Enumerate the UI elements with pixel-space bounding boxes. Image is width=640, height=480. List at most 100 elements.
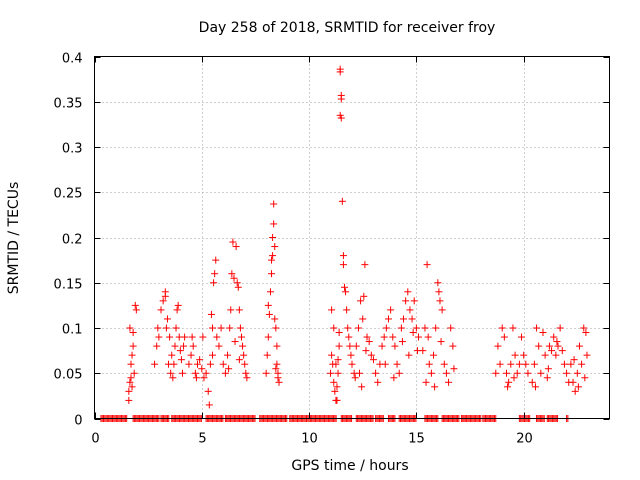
data-point [335, 329, 343, 337]
data-point [196, 356, 204, 364]
data-point [548, 347, 556, 355]
data-point [269, 252, 277, 260]
data-point [178, 369, 186, 377]
data-point [402, 297, 410, 305]
data-point [264, 333, 272, 341]
ticks-layer: 0 0.05 0.1 0.15 0.2 0.25 0.3 0.35 0.4 0 5 10 15 20 [54, 52, 610, 447]
data-point [541, 351, 549, 359]
data-point [273, 342, 281, 350]
data-point [569, 378, 577, 386]
data-point [194, 360, 201, 368]
data-point [275, 378, 283, 386]
data-point [225, 365, 233, 373]
data-point [431, 383, 439, 391]
data-point [346, 342, 354, 350]
data-point [228, 270, 236, 278]
data-point [570, 356, 578, 364]
data-point [266, 288, 274, 296]
data-point [169, 374, 177, 382]
data-point [513, 369, 521, 377]
data-point [393, 360, 401, 368]
data-point [192, 374, 200, 382]
data-point [154, 324, 162, 332]
data-point [380, 333, 388, 341]
data-point [242, 369, 250, 377]
data-point [440, 360, 448, 368]
data-point [408, 315, 416, 323]
y-tick-label: 0.05 [54, 368, 83, 383]
data-point [563, 369, 571, 377]
data-point [200, 374, 208, 382]
data-point [173, 306, 181, 314]
data-point [531, 383, 539, 391]
data-point [159, 297, 167, 305]
data-point [378, 342, 386, 350]
data-point [270, 200, 278, 208]
data-point [582, 329, 590, 337]
data-point [128, 383, 136, 391]
data-point [357, 297, 365, 305]
data-point [191, 369, 199, 377]
data-point [263, 351, 271, 359]
data-point [127, 374, 135, 382]
data-point [449, 342, 457, 350]
data-point [356, 369, 364, 377]
data-point [265, 310, 273, 318]
data-point [129, 329, 137, 337]
data-point [273, 360, 281, 368]
data-point [272, 365, 280, 373]
data-point [188, 333, 196, 341]
data-point [419, 347, 427, 355]
data-point [338, 197, 346, 205]
data-point [406, 306, 414, 314]
data-point [552, 351, 560, 359]
data-point [507, 360, 515, 368]
data-point [560, 360, 568, 368]
data-point [157, 306, 165, 314]
data-point [435, 288, 443, 296]
data-point [339, 252, 347, 260]
data-point [330, 324, 338, 332]
data-point [176, 347, 184, 355]
data-point [436, 297, 444, 305]
data-point [422, 378, 430, 386]
data-point [345, 333, 353, 341]
data-point [205, 401, 213, 409]
data-point [215, 342, 223, 350]
data-point [233, 279, 241, 287]
data-point [206, 360, 214, 368]
data-point [181, 333, 189, 341]
data-point [351, 374, 359, 382]
data-point [369, 356, 377, 364]
data-point [155, 333, 163, 341]
data-point [162, 324, 170, 332]
data-point [272, 324, 280, 332]
data-point [518, 333, 526, 341]
data-point [235, 356, 243, 364]
data-point [553, 338, 561, 346]
data-point [530, 360, 538, 368]
data-point [573, 369, 581, 377]
data-point [224, 351, 232, 359]
data-point [581, 374, 589, 382]
data-point [498, 324, 506, 332]
data-point [404, 288, 412, 296]
x-tick-label: 5 [198, 432, 206, 447]
data-point [172, 324, 180, 332]
data-point [522, 360, 530, 368]
data-point [544, 365, 552, 373]
data-point [442, 369, 450, 377]
data-point [211, 270, 219, 278]
data-point [348, 360, 356, 368]
data-point [177, 356, 185, 364]
data-point [234, 283, 242, 291]
data-point [550, 333, 558, 341]
data-point [174, 301, 182, 309]
data-point [382, 324, 390, 332]
x-axis-label: GPS time / hours [291, 458, 408, 474]
y-tick-label: 0.3 [62, 142, 83, 157]
data-point [510, 374, 518, 382]
data-point [126, 378, 134, 386]
data-point [271, 243, 279, 251]
